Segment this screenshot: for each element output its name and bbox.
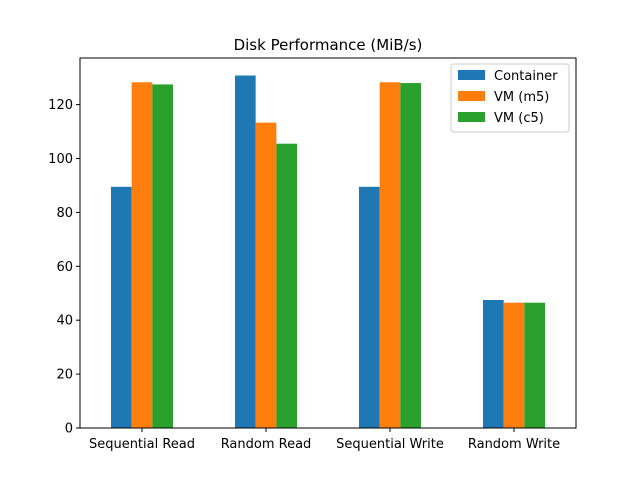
y-tick-label: 80 (56, 206, 73, 221)
x-axis: Sequential Read Random Read Sequential Wri… (89, 428, 560, 452)
bar-0-1 (131, 82, 153, 429)
bar-0-2 (152, 84, 174, 428)
legend-label: VM (m5) (494, 90, 549, 105)
legend-swatch (458, 91, 485, 101)
chart-title: Disk Performance (MiB/s) (234, 36, 423, 54)
x-tick-label: Sequential Write (336, 437, 444, 452)
legend: Container VM (m5) VM (c5) (450, 63, 570, 133)
bar-2-0 (358, 186, 380, 428)
y-axis: 0 20 40 60 80 100 120 (48, 98, 80, 437)
y-tick-label: 0 (65, 422, 73, 437)
y-tick-label: 100 (48, 152, 73, 167)
y-tick-label: 20 (56, 368, 73, 383)
bar-1-0 (234, 75, 256, 428)
bar-0-0 (110, 186, 132, 428)
y-tick-label: 120 (48, 98, 73, 113)
legend-label: VM (c5) (494, 111, 544, 126)
bar-1-2 (276, 143, 298, 428)
bar-1-1 (255, 122, 277, 428)
bar-3-1 (503, 302, 525, 428)
bar-3-0 (482, 299, 504, 428)
plot-frame (79, 57, 577, 429)
y-tick-label: 40 (56, 314, 73, 329)
bars-layer (110, 75, 546, 429)
bar-2-1 (379, 82, 401, 429)
bar-3-2 (524, 302, 546, 428)
x-tick-label: Sequential Read (89, 437, 195, 452)
legend-swatch (458, 70, 485, 80)
y-tick-label: 60 (56, 260, 73, 275)
x-tick-label: Random Read (221, 437, 312, 452)
bar-2-2 (400, 83, 422, 429)
legend-swatch (458, 112, 485, 122)
legend-label: Container (494, 69, 558, 84)
x-tick-label: Random Write (468, 437, 560, 452)
